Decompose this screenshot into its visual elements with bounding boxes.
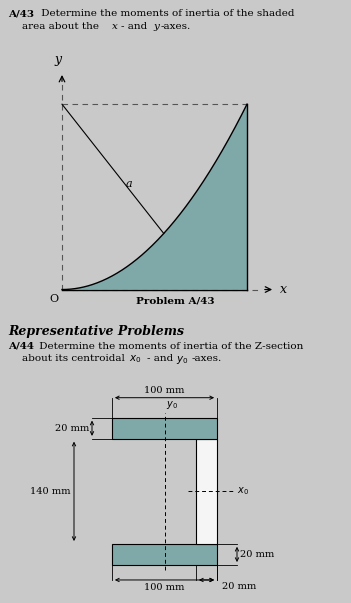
Text: $x_0$: $x_0$ [237,485,249,497]
Text: $y_0$: $y_0$ [176,353,188,365]
Text: 100 mm: 100 mm [144,386,185,395]
Text: x: x [112,22,118,31]
Polygon shape [112,544,217,565]
Text: - and: - and [147,353,177,362]
Text: 100 mm: 100 mm [144,583,185,592]
Text: $y_0$: $y_0$ [166,399,177,411]
Text: -axes.: -axes. [161,22,191,31]
Text: about its centroidal: about its centroidal [22,353,128,362]
Text: Problem A/43: Problem A/43 [136,297,214,306]
Text: Representative Problems: Representative Problems [8,324,184,338]
Text: y: y [153,22,159,31]
Polygon shape [62,104,247,289]
Text: area about the: area about the [22,22,102,31]
Text: x: x [280,283,287,296]
Text: -axes.: -axes. [192,353,222,362]
Text: 20 mm: 20 mm [222,582,256,591]
Text: Determine the moments of inertia of the Z-section: Determine the moments of inertia of the … [36,342,303,350]
Text: 140 mm: 140 mm [31,487,71,496]
Text: - and: - and [121,22,151,31]
Polygon shape [112,418,217,439]
Text: $x_0$: $x_0$ [129,353,141,365]
Text: 20 mm: 20 mm [240,550,274,559]
Text: y: y [54,53,61,66]
Text: 20 mm: 20 mm [55,424,89,433]
Polygon shape [196,439,217,544]
Text: A/43: A/43 [8,9,34,18]
Text: Determine the moments of inertia of the shaded: Determine the moments of inertia of the … [38,9,294,18]
Text: A/44: A/44 [8,342,34,350]
Text: O: O [49,294,59,303]
Text: a: a [126,179,133,189]
